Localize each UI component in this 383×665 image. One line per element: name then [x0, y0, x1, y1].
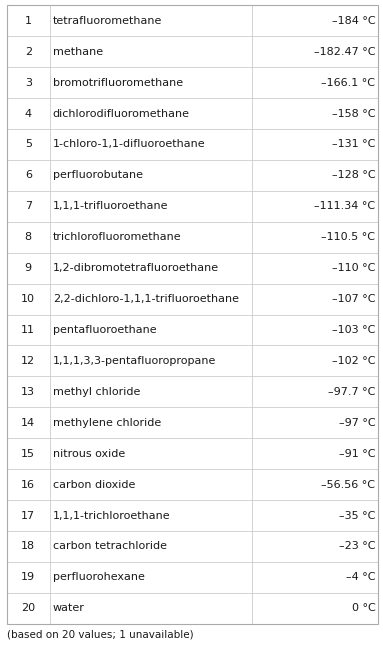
Text: 1,1,1-trichloroethane: 1,1,1-trichloroethane [53, 511, 170, 521]
Text: –97 °C: –97 °C [339, 418, 375, 428]
Text: 9: 9 [25, 263, 32, 273]
Text: 0 °C: 0 °C [352, 603, 375, 613]
Text: 3: 3 [25, 78, 32, 88]
Text: –35 °C: –35 °C [339, 511, 375, 521]
Text: 14: 14 [21, 418, 35, 428]
Text: methyl chloride: methyl chloride [53, 387, 140, 397]
Text: 2: 2 [25, 47, 32, 57]
Text: –107 °C: –107 °C [332, 294, 375, 304]
Text: 17: 17 [21, 511, 35, 521]
Text: carbon dioxide: carbon dioxide [53, 479, 135, 489]
Text: 13: 13 [21, 387, 35, 397]
Text: 1,2-dibromotetrafluoroethane: 1,2-dibromotetrafluoroethane [53, 263, 219, 273]
Text: 10: 10 [21, 294, 35, 304]
Text: dichlorodifluoromethane: dichlorodifluoromethane [53, 108, 190, 118]
Text: –23 °C: –23 °C [339, 541, 375, 551]
Text: –158 °C: –158 °C [332, 108, 375, 118]
Text: (based on 20 values; 1 unavailable): (based on 20 values; 1 unavailable) [7, 629, 193, 639]
Text: 7: 7 [25, 201, 32, 211]
Text: –128 °C: –128 °C [332, 170, 375, 180]
Text: 16: 16 [21, 479, 35, 489]
Text: 11: 11 [21, 325, 35, 335]
Text: tetrafluoromethane: tetrafluoromethane [53, 16, 162, 26]
Text: –110 °C: –110 °C [332, 263, 375, 273]
Text: 5: 5 [25, 140, 32, 150]
Text: pentafluoroethane: pentafluoroethane [53, 325, 156, 335]
Text: –166.1 °C: –166.1 °C [321, 78, 375, 88]
Text: carbon tetrachloride: carbon tetrachloride [53, 541, 167, 551]
Text: –184 °C: –184 °C [332, 16, 375, 26]
Text: 12: 12 [21, 356, 35, 366]
Text: 6: 6 [25, 170, 32, 180]
Text: –56.56 °C: –56.56 °C [321, 479, 375, 489]
Text: trichlorofluoromethane: trichlorofluoromethane [53, 232, 181, 242]
Text: –131 °C: –131 °C [332, 140, 375, 150]
Text: methylene chloride: methylene chloride [53, 418, 161, 428]
Text: –182.47 °C: –182.47 °C [314, 47, 375, 57]
Text: perfluorobutane: perfluorobutane [53, 170, 143, 180]
Text: 20: 20 [21, 603, 35, 613]
Text: perfluorohexane: perfluorohexane [53, 573, 144, 583]
Text: –91 °C: –91 °C [339, 449, 375, 459]
Text: bromotrifluoromethane: bromotrifluoromethane [53, 78, 183, 88]
Text: 2,2-dichloro-1,1,1-trifluoroethane: 2,2-dichloro-1,1,1-trifluoroethane [53, 294, 239, 304]
Text: 19: 19 [21, 573, 35, 583]
Text: water: water [53, 603, 85, 613]
Text: –103 °C: –103 °C [332, 325, 375, 335]
Text: 15: 15 [21, 449, 35, 459]
Text: –111.34 °C: –111.34 °C [314, 201, 375, 211]
Text: –4 °C: –4 °C [346, 573, 375, 583]
Text: 1: 1 [25, 16, 32, 26]
Text: 1,1,1,3,3-pentafluoropropane: 1,1,1,3,3-pentafluoropropane [53, 356, 216, 366]
Text: 8: 8 [25, 232, 32, 242]
Text: 1-chloro-1,1-difluoroethane: 1-chloro-1,1-difluoroethane [53, 140, 205, 150]
Text: methane: methane [53, 47, 103, 57]
Text: –102 °C: –102 °C [332, 356, 375, 366]
Text: –110.5 °C: –110.5 °C [321, 232, 375, 242]
Text: 4: 4 [25, 108, 32, 118]
Text: 18: 18 [21, 541, 35, 551]
Text: nitrous oxide: nitrous oxide [53, 449, 125, 459]
Text: 1,1,1-trifluoroethane: 1,1,1-trifluoroethane [53, 201, 168, 211]
Text: –97.7 °C: –97.7 °C [328, 387, 375, 397]
